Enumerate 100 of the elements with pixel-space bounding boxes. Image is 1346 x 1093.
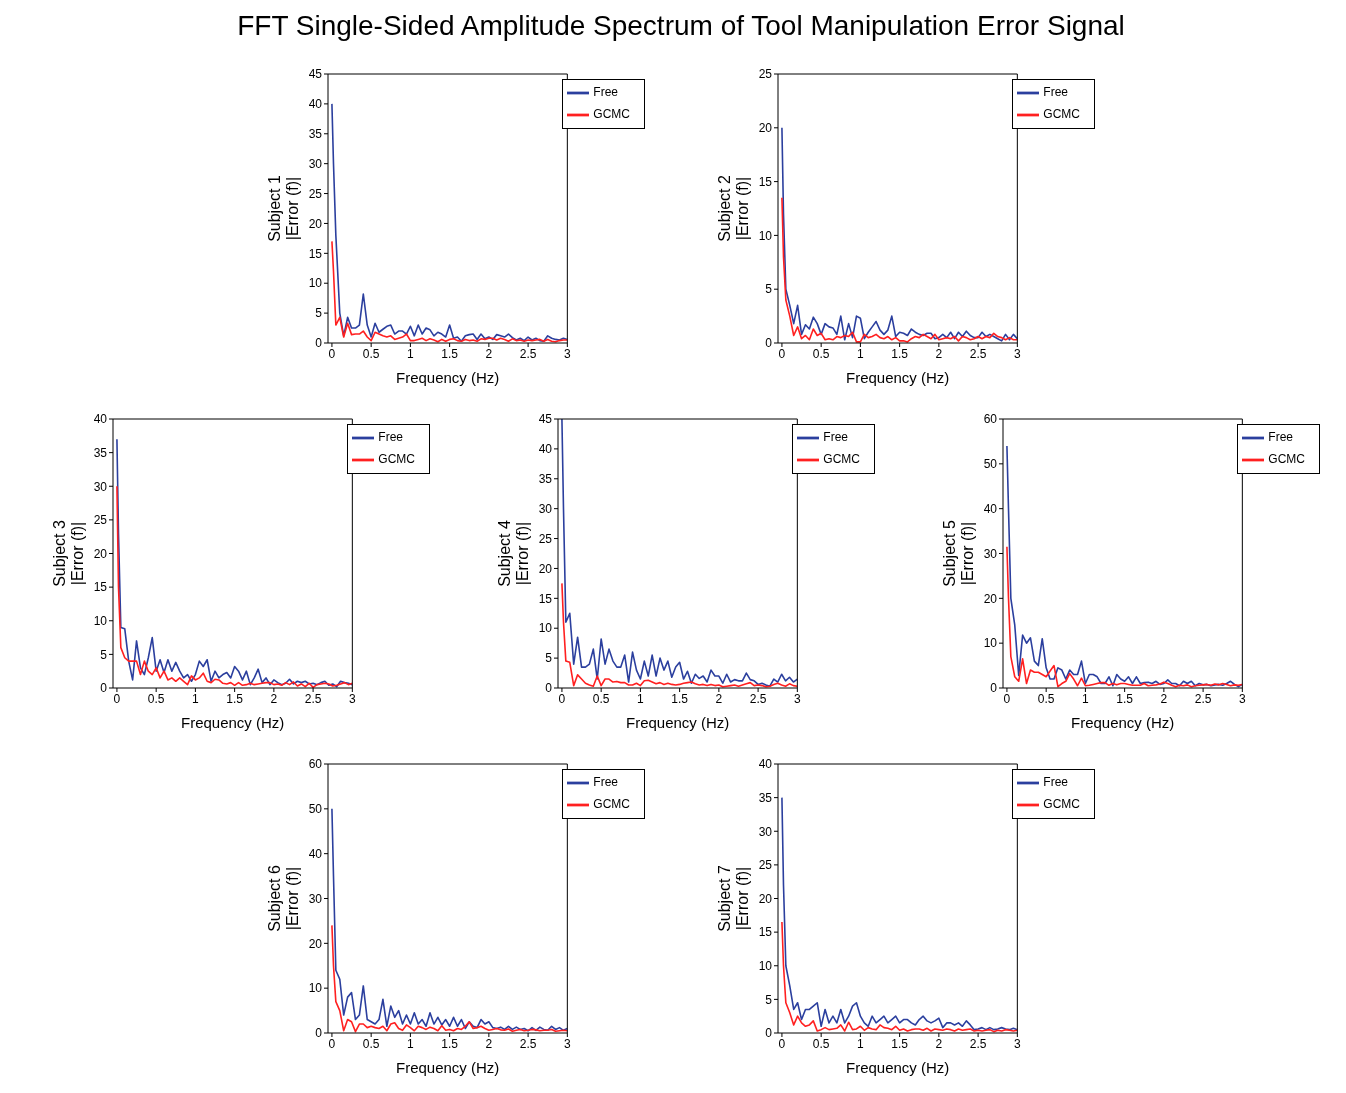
x-tick-label: 1.5: [441, 346, 459, 361]
x-axis-title: Frequency (Hz): [845, 369, 950, 386]
x-tick-label: 1: [192, 691, 200, 706]
y-tick-label: 30: [758, 824, 773, 839]
x-tick-label: 0.5: [812, 1036, 830, 1051]
x-tick-label: 2.5: [969, 346, 987, 361]
y-tick-label: 30: [93, 479, 108, 494]
y-tick-label: 10: [758, 959, 773, 974]
y-axis-title: Subject 1 |Error (f)|: [266, 175, 301, 242]
y-tick-label: 0: [100, 681, 108, 696]
x-tick-label: 0.5: [362, 1036, 380, 1051]
y-tick-label: 60: [308, 757, 323, 772]
y-tick-label: 0: [545, 681, 553, 696]
y-tick-label: 35: [758, 790, 773, 805]
x-tick-label: 1.5: [1116, 691, 1134, 706]
y-tick-label: 0: [315, 1026, 323, 1041]
y-tick-label: 0: [765, 1026, 773, 1041]
y-tick-label: 35: [538, 472, 553, 487]
y-tick-label: 15: [308, 246, 323, 261]
x-tick-label: 0.5: [147, 691, 165, 706]
y-tick-label: 0: [315, 336, 323, 351]
x-tick-label: 0: [558, 691, 566, 706]
y-axis-title: Subject 2 |Error (f)|: [716, 175, 751, 242]
legend-label: Free: [378, 430, 404, 445]
x-tick-label: 0: [778, 1036, 786, 1051]
legend-label: Free: [593, 85, 619, 100]
y-axis-title: Subject 5 |Error (f)|: [941, 520, 976, 587]
y-tick-label: 60: [983, 412, 998, 427]
y-tick-label: 35: [308, 127, 323, 142]
y-tick-label: 30: [983, 546, 998, 561]
y-tick-label: 5: [765, 992, 773, 1007]
x-tick-label: 1.5: [671, 691, 689, 706]
y-tick-label: 10: [93, 614, 108, 629]
line-series: [1006, 545, 1243, 688]
x-tick-label: 0.5: [1037, 691, 1055, 706]
x-tick-label: 2.5: [519, 346, 537, 361]
y-tick-label: 10: [308, 276, 323, 291]
line-series: [781, 921, 1018, 1033]
y-tick-label: 15: [758, 925, 773, 940]
y-tick-label: 10: [983, 636, 998, 651]
x-tick-label: 0.5: [812, 346, 830, 361]
x-tick-label: 3: [1238, 691, 1246, 706]
y-tick-label: 5: [545, 651, 553, 666]
y-tick-label: 20: [308, 936, 323, 951]
line-series: [116, 485, 353, 688]
x-tick-label: 3: [563, 346, 571, 361]
line-series: [781, 196, 1018, 343]
y-tick-label: 40: [93, 412, 108, 427]
x-tick-label: 3: [793, 691, 801, 706]
x-tick-label: 2: [485, 346, 493, 361]
y-tick-label: 5: [765, 282, 773, 297]
x-tick-label: 3: [348, 691, 356, 706]
x-axis-title: Frequency (Hz): [395, 369, 500, 386]
y-tick-label: 30: [308, 156, 323, 171]
y-tick-label: 25: [308, 186, 323, 201]
y-tick-label: 40: [758, 757, 773, 772]
y-tick-label: 20: [93, 546, 108, 561]
x-tick-label: 1: [407, 346, 415, 361]
line-series: [781, 796, 1018, 1031]
y-tick-label: 20: [758, 891, 773, 906]
x-tick-label: 2: [485, 1036, 493, 1051]
y-tick-label: 10: [308, 981, 323, 996]
y-tick-label: 15: [538, 591, 553, 606]
y-tick-label: 35: [93, 445, 108, 460]
y-tick-label: 0: [990, 681, 998, 696]
y-tick-label: 25: [93, 513, 108, 528]
x-tick-label: 2: [935, 346, 943, 361]
x-tick-label: 3: [1013, 346, 1021, 361]
x-tick-label: 0: [778, 346, 786, 361]
x-tick-label: 2: [1160, 691, 1168, 706]
x-tick-label: 1: [407, 1036, 415, 1051]
x-tick-label: 3: [1013, 1036, 1021, 1051]
legend-label: GCMC: [1268, 452, 1305, 467]
x-tick-label: 0: [328, 346, 336, 361]
x-tick-label: 1: [857, 1036, 865, 1051]
x-axis-title: Frequency (Hz): [180, 714, 285, 731]
legend-label: GCMC: [823, 452, 860, 467]
y-tick-label: 20: [538, 561, 553, 576]
x-tick-label: 2: [270, 691, 278, 706]
x-tick-label: 1: [1082, 691, 1090, 706]
y-tick-label: 30: [538, 501, 553, 516]
legend-label: GCMC: [1043, 107, 1080, 122]
line-series: [116, 438, 353, 688]
y-tick-label: 5: [315, 306, 323, 321]
legend-label: Free: [1268, 430, 1294, 445]
y-tick-label: 25: [758, 858, 773, 873]
y-tick-label: 20: [983, 591, 998, 606]
x-tick-label: 2.5: [1194, 691, 1212, 706]
y-tick-label: 5: [100, 647, 108, 662]
y-tick-label: 20: [308, 216, 323, 231]
x-tick-label: 3: [563, 1036, 571, 1051]
line-series: [1006, 445, 1243, 688]
x-tick-label: 2: [715, 691, 723, 706]
x-tick-label: 1: [637, 691, 645, 706]
x-tick-label: 2.5: [304, 691, 322, 706]
y-tick-label: 45: [308, 67, 323, 82]
y-tick-label: 50: [983, 457, 998, 472]
y-tick-label: 40: [308, 846, 323, 861]
x-tick-label: 2.5: [519, 1036, 537, 1051]
legend-label: GCMC: [593, 107, 630, 122]
